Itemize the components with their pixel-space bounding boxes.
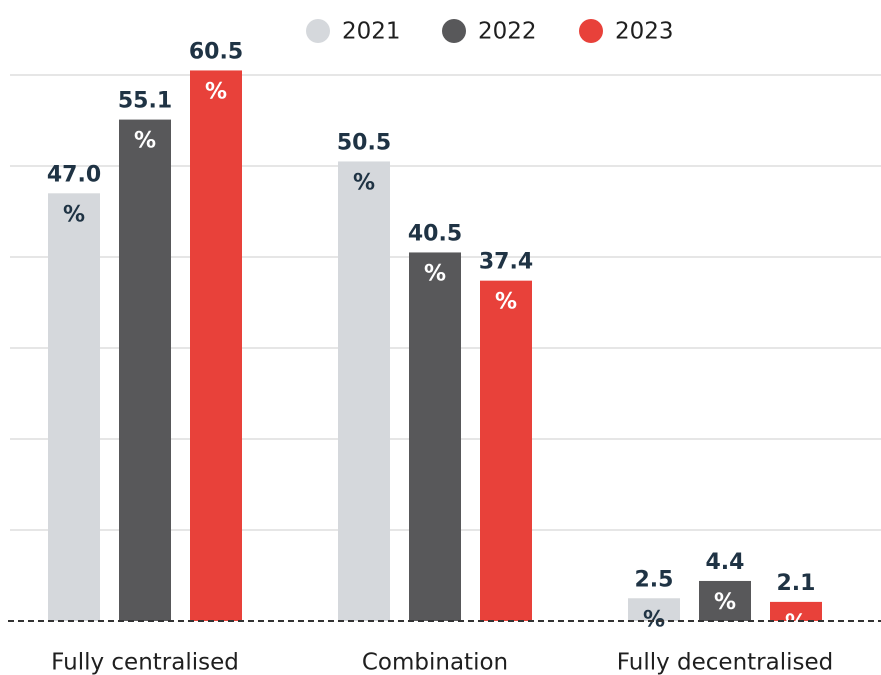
legend-label: 2022 <box>478 19 537 45</box>
value-unit: % <box>643 607 665 632</box>
value-label: 4.4% <box>706 550 745 615</box>
value-unit: % <box>495 290 517 315</box>
legend-swatch <box>579 19 603 43</box>
legend-swatch <box>306 19 330 43</box>
value-number: 60.5 <box>189 39 243 64</box>
bar <box>480 280 532 621</box>
value-number: 37.4 <box>479 250 533 275</box>
bar <box>770 601 822 621</box>
value-number: 55.1 <box>118 89 172 114</box>
value-label: 60.5% <box>189 39 243 104</box>
bar <box>338 161 390 621</box>
value-label: 2.5% <box>635 567 674 632</box>
bar <box>628 598 680 621</box>
value-number: 50.5 <box>337 130 391 155</box>
legend-label: 2023 <box>615 19 674 45</box>
legend-label: 2021 <box>342 19 401 45</box>
value-number: 2.5 <box>635 567 674 592</box>
value-label: 50.5% <box>337 130 391 195</box>
value-unit: % <box>353 170 375 195</box>
value-unit: % <box>134 129 156 154</box>
bar <box>48 193 100 622</box>
value-number: 40.5 <box>408 221 462 246</box>
value-number: 4.4 <box>706 550 745 575</box>
x-tick-label: Combination <box>362 650 508 675</box>
bar <box>119 119 171 621</box>
value-number: 47.0 <box>47 162 101 187</box>
value-number: 2.1 <box>777 571 816 596</box>
value-label: 40.5% <box>408 221 462 286</box>
value-label: 47.0% <box>47 162 101 227</box>
value-unit: % <box>205 79 227 104</box>
x-tick-label: Fully decentralised <box>617 650 833 675</box>
value-label: 55.1% <box>118 89 172 154</box>
bar <box>699 580 751 621</box>
legend-swatch <box>442 19 466 43</box>
x-tick-label: Fully centralised <box>51 650 239 675</box>
bar <box>409 252 461 621</box>
value-unit: % <box>63 202 85 227</box>
value-label: 2.1% <box>777 571 816 636</box>
value-unit: % <box>785 611 807 636</box>
bar <box>190 70 242 621</box>
value-unit: % <box>424 261 446 286</box>
value-unit: % <box>714 590 736 615</box>
value-label: 37.4% <box>479 250 533 315</box>
